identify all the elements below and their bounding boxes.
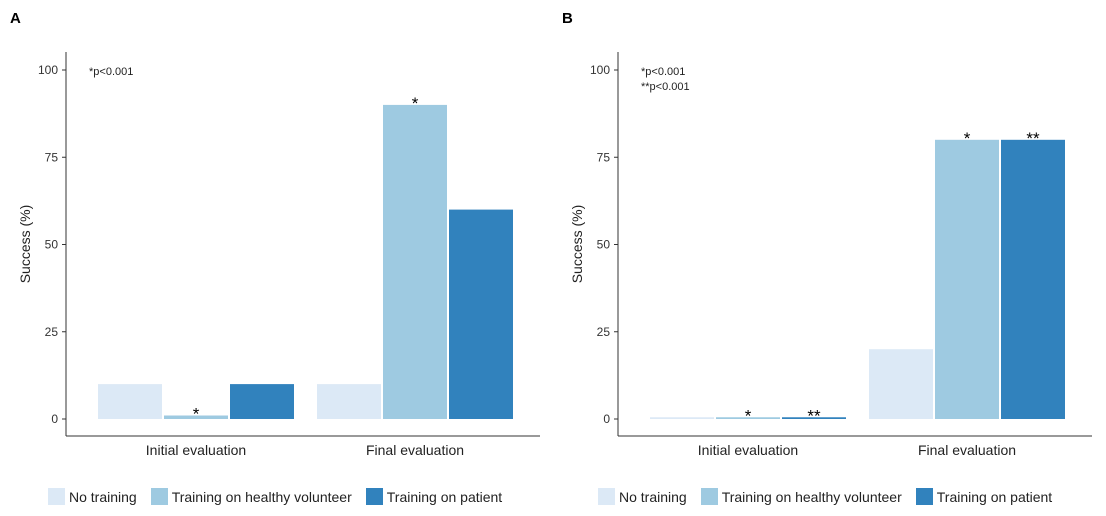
- legend-panel-b: No training Training on healthy volunteer…: [598, 488, 1066, 505]
- bar: [782, 417, 846, 419]
- bar: [449, 209, 513, 419]
- bar: [383, 104, 447, 420]
- panel-a-letter: A: [10, 10, 21, 27]
- x-category-label: Initial evaluation: [146, 442, 246, 458]
- legend-label: Training on healthy volunteer: [171, 488, 352, 505]
- x-category-label: Final evaluation: [366, 442, 464, 458]
- y-tick-label: 25: [45, 325, 59, 339]
- bar: [935, 139, 999, 420]
- x-category-label: Final evaluation: [918, 442, 1016, 458]
- y-axis-label: Success (%): [17, 205, 33, 284]
- significance-note: *p<0.001: [641, 66, 685, 78]
- y-tick-label: 75: [45, 150, 59, 164]
- bar: [317, 384, 381, 419]
- significance-marker: *: [964, 129, 971, 148]
- bars: **: [98, 94, 513, 424]
- y-tick-label: 0: [51, 412, 58, 426]
- y-tick-label: 100: [590, 63, 610, 77]
- legend-item: No training: [598, 488, 687, 505]
- axes: 0 25 50 75 100: [38, 52, 540, 437]
- y-tick-label: 50: [597, 238, 611, 252]
- bar: [164, 415, 228, 419]
- y-axis-label: Success (%): [569, 205, 585, 284]
- significance-marker: **: [807, 406, 821, 425]
- y-tick-label: 0: [603, 412, 610, 426]
- y-tick-label: 100: [38, 63, 58, 77]
- significance-marker: **: [1026, 129, 1040, 148]
- y-tick-label: 50: [45, 238, 59, 252]
- legend-swatch: [48, 488, 65, 505]
- legend-swatch: [700, 488, 718, 505]
- legend-swatch: [598, 488, 615, 505]
- y-tick-label: 25: [597, 325, 611, 339]
- bar: [716, 417, 780, 419]
- bar: [230, 384, 294, 419]
- legend-item: Training on healthy volunteer: [150, 488, 352, 505]
- bar: [98, 384, 162, 419]
- legend-swatch: [365, 488, 383, 505]
- legend-label: No training: [619, 488, 687, 505]
- bar: [869, 349, 933, 419]
- legend-label: Training on healthy volunteer: [721, 488, 902, 505]
- legend-item: No training: [48, 488, 137, 505]
- legend-swatch: [915, 488, 933, 505]
- significance-marker: *: [745, 406, 752, 425]
- significance-note: **p<0.001: [641, 81, 690, 93]
- legend-item: Training on patient: [365, 488, 503, 505]
- significance-marker: *: [193, 405, 200, 424]
- legend-label: Training on patient: [936, 488, 1053, 505]
- axes: 0 25 50 75 100: [590, 52, 1092, 437]
- legend-panel-a: No training Training on healthy volunteer…: [48, 488, 516, 505]
- legend-label: Training on patient: [386, 488, 503, 505]
- significance-note: *p<0.001: [89, 66, 133, 78]
- legend-item: Training on healthy volunteer: [700, 488, 902, 505]
- legend-item: Training on patient: [915, 488, 1053, 505]
- panel-b-letter: B: [562, 10, 573, 27]
- legend-label: No training: [69, 488, 137, 505]
- bar: [650, 417, 714, 419]
- bars: * *** **: [650, 129, 1065, 425]
- y-tick-label: 75: [597, 150, 611, 164]
- bar: [1001, 139, 1065, 420]
- x-category-label: Initial evaluation: [698, 442, 798, 458]
- legend-swatch: [150, 488, 168, 505]
- significance-marker: *: [412, 94, 419, 113]
